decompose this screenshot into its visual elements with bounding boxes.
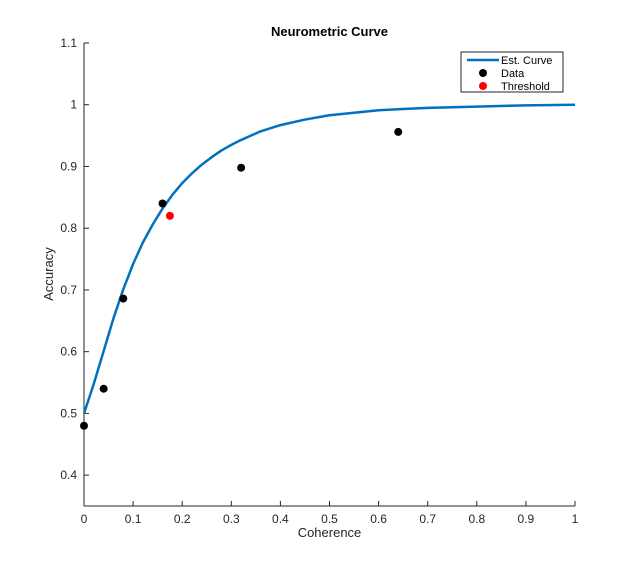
legend-data-swatch — [479, 69, 487, 77]
legend-data-label: Data — [501, 68, 525, 80]
y-tick-label: 0.9 — [60, 159, 77, 173]
y-tick-label: 1.1 — [60, 36, 77, 50]
legend-threshold-label: Threshold — [501, 81, 550, 93]
x-tick-label: 0.4 — [272, 512, 289, 526]
threshold-point — [165, 211, 174, 220]
legend-box — [460, 51, 564, 93]
y-tick-label: 0.6 — [60, 345, 77, 359]
y-tick-label: 0.8 — [60, 221, 77, 235]
plot-area — [80, 103, 576, 430]
x-axis-label: Coherence — [298, 525, 362, 540]
x-tick-label: 0.9 — [518, 512, 535, 526]
data-point — [99, 384, 108, 393]
est-curve-line — [82, 103, 576, 414]
x-tick-label: 0.1 — [125, 512, 142, 526]
x-tick-label: 0.6 — [370, 512, 387, 526]
x-tick-label: 0 — [81, 512, 88, 526]
legend-threshold-swatch — [479, 82, 487, 90]
x-tick-label: 0.5 — [321, 512, 338, 526]
y-tick-label: 1 — [70, 98, 77, 112]
y-axis-label: Accuracy — [41, 247, 56, 301]
x-tick-label: 0.7 — [419, 512, 436, 526]
chart-title: Neurometric Curve — [271, 24, 388, 39]
x-tick-label: 0.3 — [223, 512, 240, 526]
data-point — [80, 421, 88, 430]
axes: 0 0.1 0.2 0.3 0.4 0.5 0.6 0.7 0.8 0.9 1 0.4 0.5 0.6 0.… — [60, 36, 578, 526]
x-tick-label: 0.2 — [174, 512, 191, 526]
y-tick-label: 0.7 — [60, 283, 77, 297]
x-tick-label: 0.8 — [468, 512, 485, 526]
data-point — [119, 294, 128, 303]
legend-est-curve-label: Est. Curve — [501, 55, 552, 67]
data-point — [158, 199, 167, 208]
x-tick-label: 1 — [572, 512, 579, 526]
y-tick-label: 0.5 — [60, 406, 77, 420]
data-point — [394, 127, 403, 136]
y-tick-label: 0.4 — [60, 468, 77, 482]
data-point — [237, 163, 246, 172]
